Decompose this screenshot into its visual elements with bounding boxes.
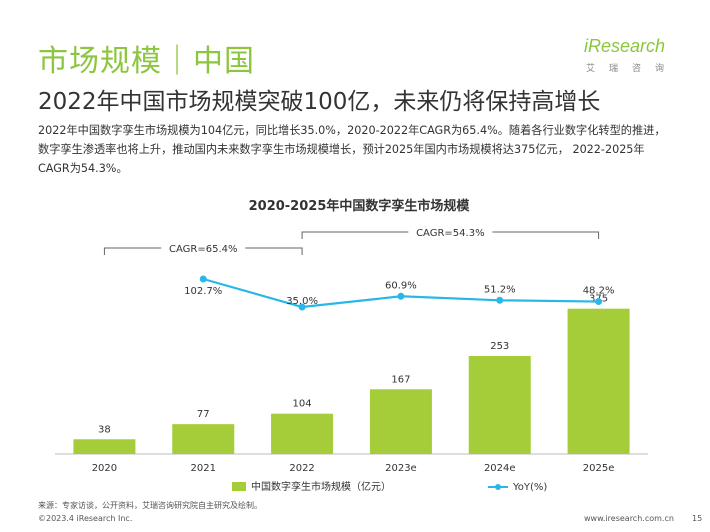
footer-copyright: ©2023.4 iResearch Inc. <box>38 514 133 523</box>
bar-value-label: 104 <box>293 399 312 410</box>
legend-swatch-bar <box>232 482 246 491</box>
chart-title: 2020-2025年中国数字孪生市场规模 <box>249 198 471 214</box>
x-tick-label: 2022 <box>289 463 314 474</box>
iresearch-logo: iResearch 艾瑞咨询 <box>584 36 684 82</box>
summary-text: 2022年中国数字孪生市场规模为104亿元，同比增长35.0%，2020-202… <box>38 124 666 175</box>
yoy-point <box>397 292 405 300</box>
yoy-point <box>496 296 504 304</box>
yoy-label: 48.2% <box>583 286 615 297</box>
legend-label-line: YoY(%) <box>512 482 547 493</box>
cagr-annotations: CAGR=65.4% CAGR=54.3% <box>103 228 600 255</box>
legend-marker-line <box>495 484 501 490</box>
cagr-bracket <box>301 231 600 239</box>
footer-url[interactable]: www.iresearch.com.cn <box>584 514 674 523</box>
bar-2020 <box>73 439 136 454</box>
legend-label-bar: 中国数字孪生市场规模（亿元） <box>251 480 391 493</box>
page-number: 15 <box>692 514 703 523</box>
yoy-point <box>298 303 306 311</box>
headline: 2022年中国市场规模突破100亿，未来仍将保持高增长 <box>38 89 601 115</box>
cagr-bracket <box>103 247 303 255</box>
x-tick-label: 2024e <box>484 463 516 474</box>
logo-subtitle: 艾瑞咨询 <box>586 64 679 74</box>
yoy-point <box>199 275 207 283</box>
yoy-label: 51.2% <box>484 284 516 295</box>
x-axis-tick-labels: 2020 2021 2022 2023e 2024e 2025e <box>92 463 615 474</box>
logo-wordmark: iResearch <box>584 36 666 56</box>
yoy-point <box>595 298 603 306</box>
yoy-label: 35.0% <box>286 296 318 307</box>
yoy-line-series: 102.7% 35.0% 60.9% 51.2% 48.2% <box>184 275 615 311</box>
cagr-label: CAGR=54.3% <box>416 228 485 239</box>
footer-source: 来源：专家访谈，公开资料，艾瑞咨询研究院自主研究及绘制。 <box>38 501 262 510</box>
bar-2021 <box>172 424 235 454</box>
bar-2023e <box>369 389 432 454</box>
legend: 中国数字孪生市场规模（亿元） YoY(%) <box>232 480 547 493</box>
yoy-label: 102.7% <box>184 286 222 297</box>
bar-2022 <box>271 413 334 454</box>
x-tick-label: 2021 <box>191 463 216 474</box>
bar-2024e <box>468 355 531 454</box>
bar-value-label: 38 <box>98 424 111 435</box>
bar-series: 3877104167253375 <box>73 294 630 454</box>
bar-value-label: 77 <box>197 409 210 420</box>
bar-2025e <box>567 308 630 454</box>
bar-value-label: 167 <box>391 374 410 385</box>
x-tick-label: 2025e <box>583 463 615 474</box>
section-title: 市场规模｜中国 <box>38 44 255 79</box>
bar-value-label: 253 <box>490 341 509 352</box>
cagr-label: CAGR=65.4% <box>169 244 238 255</box>
x-tick-label: 2020 <box>92 463 117 474</box>
x-tick-label: 2023e <box>385 463 417 474</box>
yoy-label: 60.9% <box>385 280 417 291</box>
